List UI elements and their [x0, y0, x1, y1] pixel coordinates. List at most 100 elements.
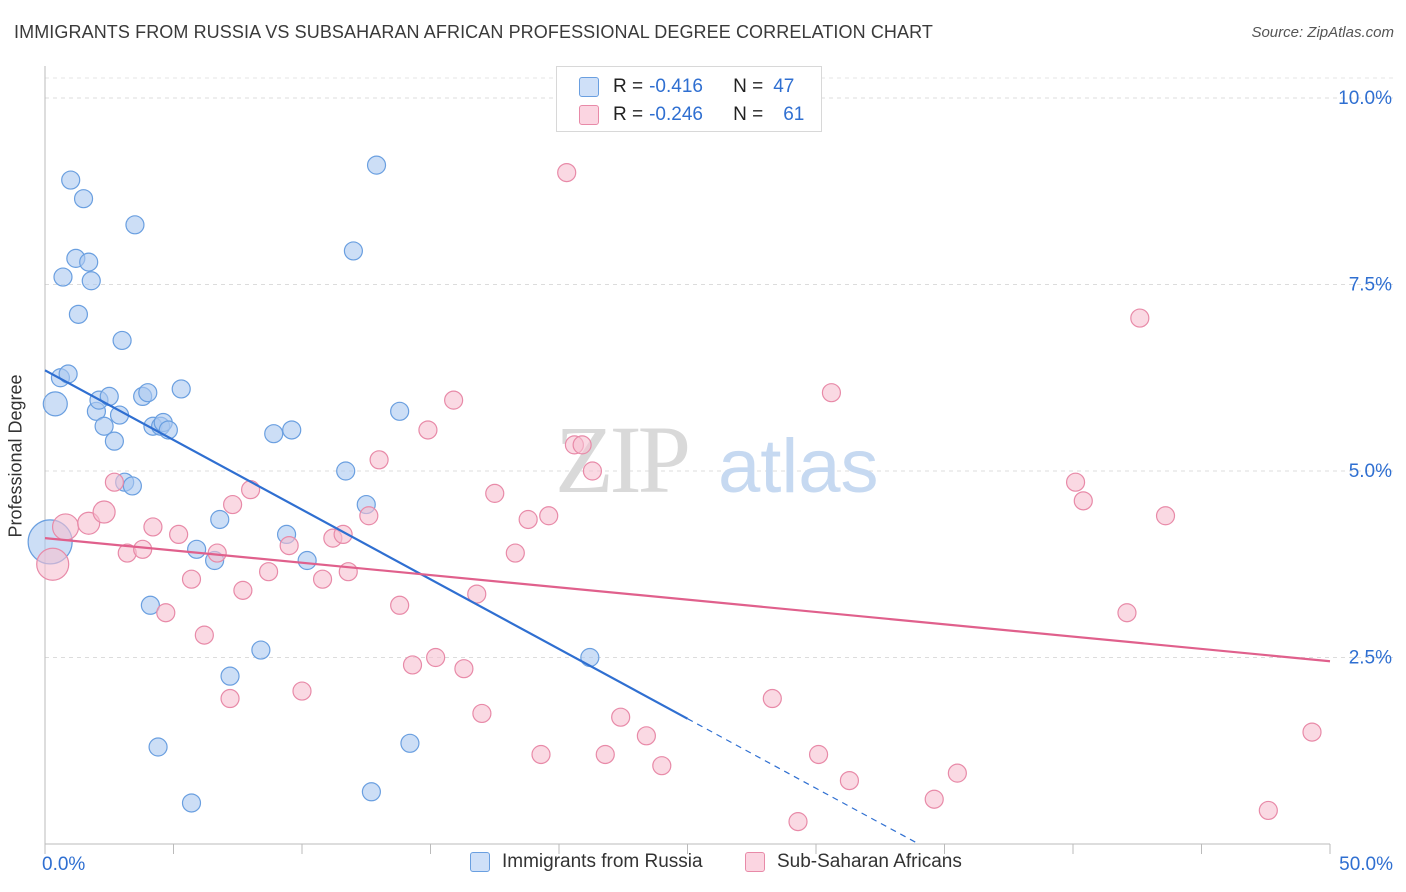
series-legend: Immigrants from Russia Sub-Saharan Afric…	[0, 851, 1406, 877]
y-tick-label: 10.0%	[1338, 88, 1392, 109]
y-tick-label: 7.5%	[1349, 275, 1392, 296]
legend-row-subsaharan: R = -0.246 N = 61	[579, 100, 804, 130]
russia-point	[122, 476, 142, 496]
subsaharan-point	[133, 539, 153, 559]
russia-point	[148, 737, 168, 757]
subsaharan-point	[292, 681, 312, 701]
subsaharan-point	[505, 543, 525, 563]
subsaharan-point	[426, 647, 446, 668]
russia-point	[181, 793, 202, 813]
legend-label-subsaharan: Sub-Saharan Africans	[777, 851, 962, 872]
y-tick-label: 2.5%	[1349, 648, 1392, 669]
subsaharan-point	[518, 509, 538, 530]
subsaharan-point	[233, 580, 253, 600]
subsaharan-point	[762, 688, 782, 709]
subsaharan-point	[485, 483, 505, 503]
subsaharan-point	[557, 163, 577, 183]
subsaharan-point	[1130, 308, 1150, 328]
subsaharan-point	[539, 506, 559, 526]
russia-point	[138, 383, 158, 403]
subsaharan-point	[947, 763, 967, 783]
subsaharan-point	[808, 744, 829, 765]
russia-point	[366, 155, 387, 175]
subsaharan-point	[194, 625, 214, 645]
russia-point	[42, 391, 68, 417]
russia-point	[220, 666, 240, 686]
subsaharan-point	[169, 524, 189, 545]
subsaharan-point	[444, 390, 464, 410]
russia-point	[297, 550, 317, 571]
subsaharan-point	[1302, 722, 1322, 742]
subsaharan-point	[636, 726, 656, 746]
russia-point	[171, 379, 191, 399]
legend-r-value-russia: -0.416	[649, 76, 703, 97]
russia-point	[53, 267, 73, 287]
russia-point	[580, 647, 600, 668]
subsaharan-point	[788, 812, 808, 832]
subsaharan-point	[51, 513, 80, 541]
legend-row-russia: R = -0.416 N = 47	[579, 72, 794, 102]
russia-point	[73, 189, 94, 209]
russia-point	[61, 170, 81, 190]
legend-n-value-subsaharan: 61	[783, 104, 805, 125]
subsaharan-point	[359, 506, 379, 526]
legend-swatch-subsaharan	[579, 105, 599, 125]
y-axis-label: Professional Degree	[5, 374, 26, 538]
legend-item-russia[interactable]: Immigrants from Russia	[470, 851, 703, 873]
russia-point	[112, 330, 132, 351]
subsaharan-point	[223, 494, 243, 515]
subsaharan-point	[467, 584, 487, 604]
subsaharan-point	[1073, 491, 1093, 511]
subsaharan-point	[839, 770, 860, 791]
russia-point	[187, 539, 207, 559]
subsaharan-point	[241, 480, 261, 500]
subsaharan-point	[595, 744, 615, 765]
subsaharan-point	[312, 569, 333, 589]
watermark-zip: ZIP	[555, 406, 688, 513]
legend-n-label: N =	[733, 76, 764, 97]
subsaharan-point	[1155, 506, 1176, 526]
russia-point	[282, 420, 302, 440]
legend-swatch-russia	[579, 77, 599, 97]
legend-n-label: N =	[733, 104, 764, 125]
russia-point	[68, 304, 89, 324]
subsaharan-point	[220, 688, 240, 709]
y-tick-label: 5.0%	[1349, 461, 1392, 482]
russia-trend-line	[44, 369, 689, 720]
legend-swatch-subsaharan	[745, 852, 765, 872]
russia-point	[210, 509, 230, 530]
legend-n-value-russia: 47	[773, 76, 795, 97]
correlation-legend: R = -0.416 N = 47 R = -0.246 N = 61	[556, 66, 822, 132]
russia-point	[336, 461, 356, 481]
russia-point	[81, 271, 101, 291]
legend-r-label: R =	[613, 76, 644, 97]
russia-point	[125, 215, 145, 235]
legend-item-subsaharan[interactable]: Sub-Saharan Africans	[745, 851, 962, 873]
subsaharan-point	[572, 435, 592, 455]
subsaharan-point	[454, 659, 474, 679]
russia-point	[79, 252, 99, 272]
subsaharan-point	[338, 562, 358, 582]
russia-point	[264, 424, 284, 444]
subsaharan-point	[611, 707, 631, 727]
legend-r-label: R =	[613, 104, 644, 125]
russia-point	[390, 401, 410, 421]
subsaharan-point	[531, 744, 551, 765]
subsaharan-point	[258, 562, 279, 582]
subsaharan-point	[36, 547, 70, 581]
subsaharan-point	[418, 420, 438, 440]
russia-point	[343, 241, 363, 261]
russia-point	[140, 595, 160, 615]
subsaharan-point	[279, 535, 299, 556]
subsaharan-point	[143, 517, 163, 537]
russia-point	[251, 640, 271, 660]
legend-r-value-subsaharan: -0.246	[649, 104, 703, 125]
x-tick-label-min: 0.0%	[42, 854, 85, 875]
subsaharan-point	[369, 450, 389, 470]
legend-swatch-russia	[470, 852, 490, 872]
subsaharan-point	[92, 500, 116, 524]
russia-point	[104, 431, 124, 451]
subsaharan-point	[821, 383, 842, 403]
subsaharan-point	[1117, 603, 1137, 623]
